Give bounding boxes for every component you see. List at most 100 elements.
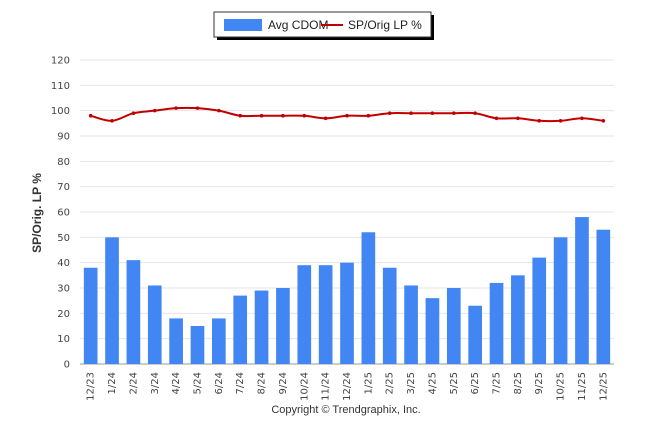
line-point [430, 111, 435, 115]
x-axis-ticks: 12/23 1/24 2/24 3/24 4/24 5/24 6/24 7/24 8/24 9/2… [86, 372, 610, 401]
line-point [88, 113, 93, 118]
line-point [452, 111, 456, 115]
bar [169, 318, 183, 364]
y-tick-label: 80 [57, 157, 70, 168]
x-tick-label: 12/24 [342, 372, 353, 401]
x-tick-label: 11/25 [577, 372, 588, 401]
bar [532, 257, 547, 364]
y-tick-label: 110 [51, 81, 70, 92]
bar [254, 290, 269, 364]
line-point [323, 116, 328, 121]
line-point [558, 119, 563, 123]
bar [318, 265, 333, 364]
x-tick-label: 6/25 [470, 372, 481, 394]
legend: Avg CDOM SP/Orig LP % [213, 11, 434, 40]
x-tick-label: 9/25 [534, 372, 545, 394]
x-tick-label: 1/24 [107, 372, 118, 394]
y-tick-label: 70 [57, 182, 70, 193]
line-point [409, 111, 413, 115]
bar [83, 267, 98, 364]
bar [553, 237, 568, 364]
legend-label-sp-orig-lp: SP/Orig LP % [348, 18, 422, 32]
x-tick-label: 8/25 [513, 372, 524, 394]
bar [340, 262, 354, 364]
bar [575, 217, 589, 364]
x-tick-label: 7/24 [235, 372, 246, 394]
bar [425, 298, 440, 364]
x-tick-label: 3/25 [406, 372, 417, 394]
bar [511, 275, 525, 364]
line-point [195, 106, 200, 110]
bar [446, 288, 461, 364]
x-tick-label: 1/25 [363, 372, 374, 394]
bar [361, 232, 376, 364]
bar [297, 265, 312, 364]
line-point [494, 116, 499, 121]
y-tick-label: 60 [57, 208, 70, 219]
line-point [152, 108, 157, 113]
legend-label-avg-cdom: Avg CDOM [268, 18, 328, 32]
bar [468, 305, 482, 364]
x-tick-label: 10/25 [556, 372, 567, 401]
y-tick-label: 20 [57, 309, 70, 320]
line-point [473, 111, 477, 115]
line-point [387, 111, 392, 115]
x-tick-label: 12/25 [598, 372, 609, 401]
x-tick-label: 6/24 [214, 372, 225, 394]
bar-series-avg-cdom [83, 217, 611, 364]
bar [126, 260, 141, 364]
line-point [110, 119, 114, 123]
x-tick-label: 4/24 [171, 372, 182, 394]
x-tick-label: 7/25 [492, 372, 503, 394]
line-point [302, 113, 307, 118]
line-point [174, 106, 178, 110]
bar [596, 229, 611, 364]
line-series-sp-orig-lp [88, 106, 606, 123]
bar [489, 282, 504, 364]
y-tick-label: 40 [57, 258, 70, 269]
x-tick-label: 5/24 [192, 372, 203, 394]
x-tick-label: 11/24 [321, 372, 332, 401]
x-tick-label: 2/24 [128, 372, 139, 394]
y-tick-label: 50 [57, 233, 70, 244]
x-tick-label: 3/24 [150, 372, 161, 394]
line-point [259, 113, 264, 118]
x-tick-label: 2/25 [385, 372, 396, 394]
line-point [217, 108, 221, 113]
line-point [366, 113, 371, 118]
line-point [537, 119, 542, 123]
bar [190, 326, 205, 364]
bar [233, 295, 248, 364]
copyright-text: Copyright © Trendgraphix, Inc. [271, 404, 420, 416]
x-tick-label: 8/24 [257, 372, 268, 394]
y-tick-label: 90 [57, 132, 70, 143]
bar [382, 267, 397, 364]
x-tick-label: 4/25 [427, 372, 438, 394]
y-tick-label: 120 [51, 56, 70, 67]
line-point [516, 116, 520, 121]
y-tick-label: 0 [64, 360, 70, 371]
line-point [238, 113, 242, 118]
x-tick-label: 5/25 [449, 372, 460, 394]
line-point [601, 119, 606, 123]
line-point [345, 113, 349, 118]
y-axis-label: SP/Orig. LP % [30, 173, 44, 253]
y-tick-label: 30 [57, 284, 70, 295]
bar [212, 318, 226, 364]
bar [147, 285, 162, 364]
bar [105, 237, 119, 364]
x-tick-label: 12/23 [86, 372, 97, 401]
legend-swatch-avg-cdom [224, 19, 262, 31]
y-tick-label: 100 [51, 106, 70, 117]
line-point [281, 113, 285, 118]
line-point [580, 116, 584, 121]
bar [404, 285, 418, 364]
x-tick-label: 10/24 [299, 372, 310, 401]
bar [276, 288, 290, 364]
y-axis-ticks: 0 10 20 30 40 50 60 70 80 90 100 110 120 [51, 56, 70, 371]
y-tick-label: 10 [57, 334, 70, 345]
line-point [131, 111, 136, 115]
x-tick-label: 9/24 [278, 372, 289, 394]
